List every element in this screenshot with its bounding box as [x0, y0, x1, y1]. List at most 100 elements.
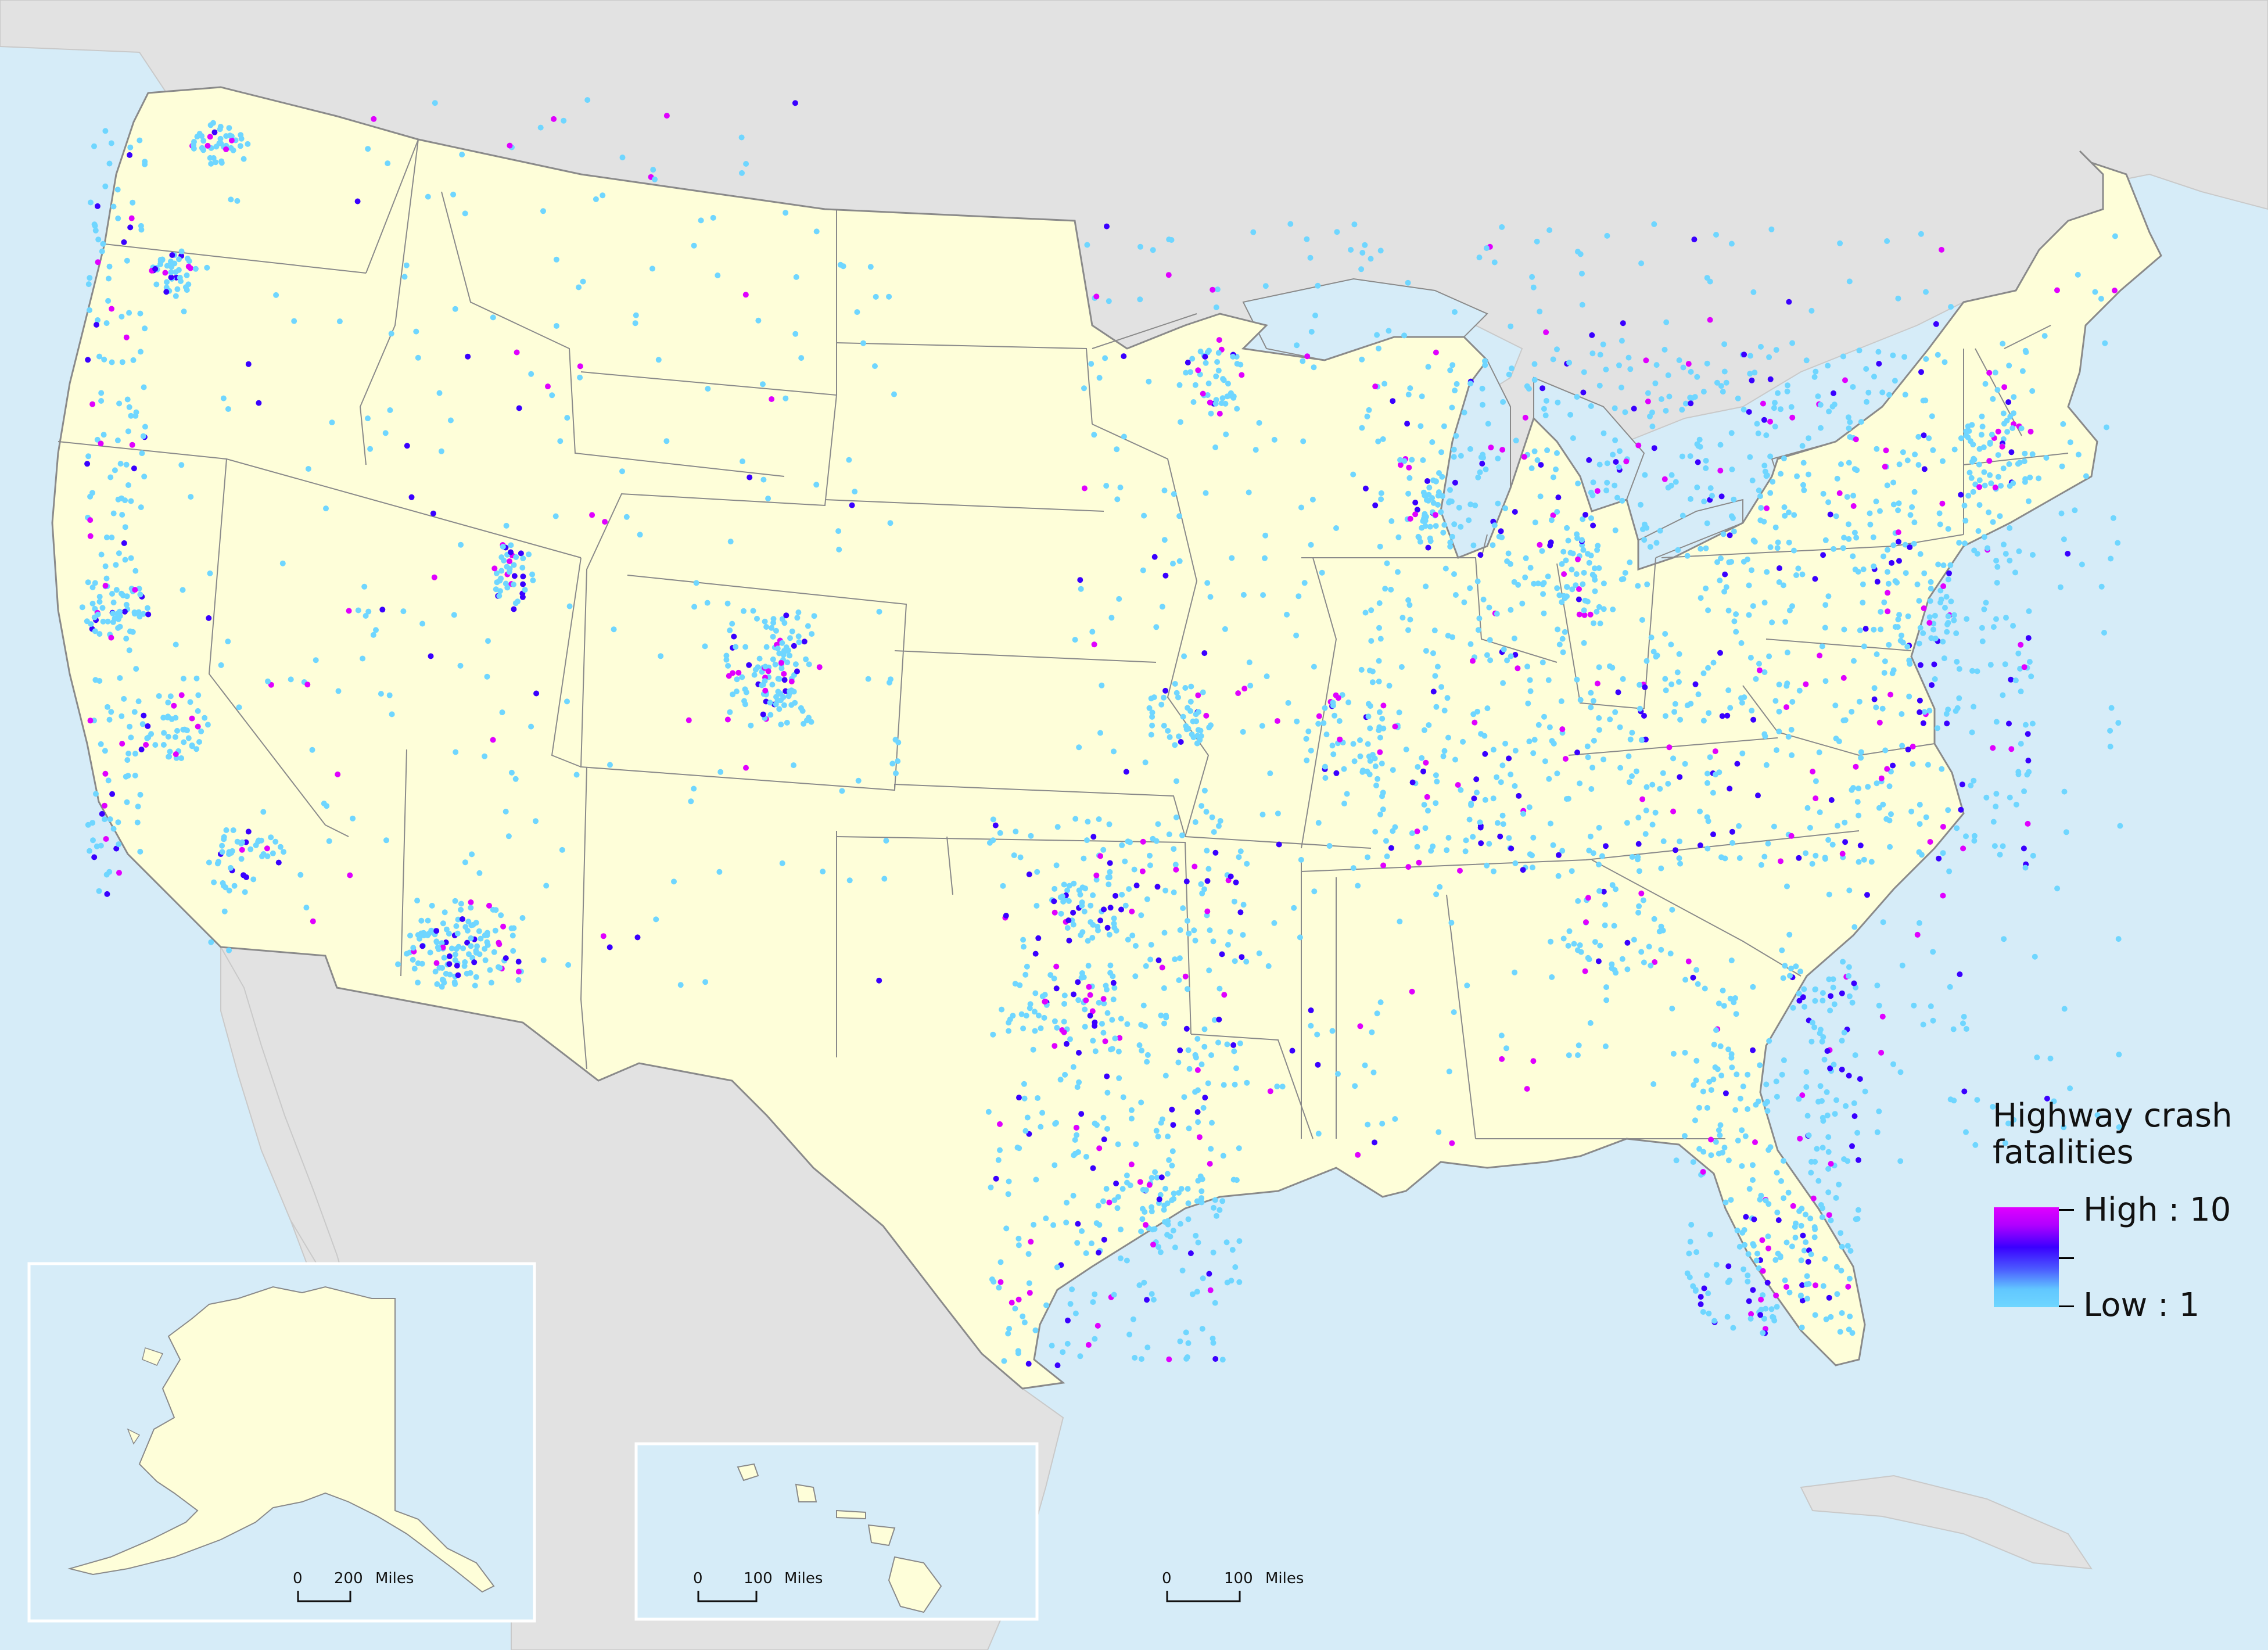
crash-dot [2022, 450, 2028, 457]
crash-dot [1839, 1243, 1845, 1250]
legend-tick-low [2059, 1305, 2074, 1307]
crash-dot [168, 716, 175, 722]
crash-dot [1928, 1003, 1934, 1009]
crash-dot [1976, 477, 1983, 483]
crash-dot [1005, 1191, 1011, 1197]
crash-dot [1574, 535, 1580, 541]
crash-dot [727, 539, 734, 545]
crash-dot [1076, 1050, 1082, 1056]
crash-dot [1906, 693, 1912, 700]
crash-dot [450, 191, 457, 198]
crash-dot [225, 639, 231, 645]
crash-dot [1355, 883, 1361, 889]
crash-dot [1763, 762, 1770, 768]
crash-dot [1178, 739, 1184, 745]
crash-dot [1144, 1059, 1150, 1065]
crash-dot [1341, 801, 1347, 807]
crash-dot [1780, 975, 1786, 981]
crash-dot [1843, 1103, 1849, 1109]
crash-dot [1377, 999, 1384, 1006]
crash-dot [1612, 709, 1619, 715]
crash-dot [1117, 1255, 1124, 1261]
crash-dot [1760, 1330, 1766, 1336]
crash-dot [1588, 704, 1594, 711]
crash-dot [1820, 1205, 1826, 1211]
crash-dot [2104, 424, 2109, 431]
crash-dot [219, 842, 225, 849]
crash-dot [242, 889, 248, 895]
crash-dot [1754, 421, 1760, 427]
crash-dot [725, 663, 731, 669]
crash-dot [1935, 561, 1942, 568]
crash-dot [1149, 1175, 1155, 1181]
crash-dot [988, 1184, 994, 1190]
crash-dot [1703, 465, 1709, 471]
crash-dot [1061, 881, 1067, 888]
crash-dot [715, 272, 721, 278]
crash-dot [1745, 1278, 1751, 1285]
crash-dot [997, 1259, 1004, 1265]
crash-dot [1587, 1020, 1594, 1026]
crash-dot [1388, 845, 1394, 851]
crash-dot [1940, 824, 1946, 830]
crash-dot [484, 673, 490, 680]
crash-dot [1876, 1002, 1882, 1009]
crash-dot [1115, 1194, 1121, 1200]
crash-dot [508, 769, 515, 776]
crash-dot [169, 252, 175, 258]
crash-dot [1259, 723, 1265, 729]
crash-dot [1645, 390, 1651, 396]
crash-dot [1187, 708, 1194, 714]
crash-dot [137, 591, 143, 598]
crash-dot [876, 977, 882, 984]
crash-dot [1851, 1113, 1858, 1120]
crash-dot [1373, 783, 1379, 788]
crash-dot [1945, 620, 1951, 626]
crash-dot [1720, 987, 1726, 993]
crash-dot [552, 513, 559, 519]
crash-dot [1704, 770, 1710, 777]
crash-dot [1961, 503, 1968, 509]
legend-title-line-1: Highway crash [1993, 1097, 2233, 1135]
crash-dot [1748, 1311, 1754, 1317]
crash-dot [1714, 379, 1720, 386]
crash-dot [1576, 1042, 1582, 1049]
crash-dot [1884, 766, 1890, 772]
crash-dot [1963, 432, 1969, 439]
crash-dot [726, 673, 732, 679]
crash-dot [1829, 403, 1836, 410]
crash-dot [1885, 580, 1892, 587]
crash-dot [1881, 599, 1887, 605]
crash-dot [2004, 418, 2010, 424]
crash-dot [1403, 747, 1409, 752]
crash-dot [734, 676, 740, 683]
crash-dot [101, 432, 107, 438]
crash-dot [1962, 518, 1969, 524]
crash-dot [137, 614, 143, 620]
crash-dot [1756, 1265, 1762, 1271]
crash-dot [102, 816, 107, 823]
crash-dot [138, 747, 145, 752]
crash-dot [1790, 1203, 1796, 1209]
crash-dot [114, 437, 121, 443]
crash-dot [1863, 626, 1869, 632]
crash-dot [1053, 985, 1060, 992]
crash-dot [1422, 825, 1429, 831]
crash-dot [1633, 768, 1639, 774]
crash-dot [1120, 1094, 1126, 1100]
crash-dot [806, 661, 812, 668]
crash-dot [1580, 547, 1587, 553]
crash-dot [1806, 471, 1811, 478]
crash-dot [993, 1175, 999, 1182]
crash-dot [1660, 838, 1667, 844]
crash-dot [2101, 630, 2107, 636]
crash-dot [1491, 868, 1497, 874]
crash-dot [335, 688, 342, 694]
crash-dot [788, 679, 795, 684]
crash-dot [485, 638, 491, 644]
crash-dot [1846, 993, 1853, 999]
crash-dot [1747, 655, 1754, 661]
crash-dot [522, 587, 528, 593]
crash-dot [1148, 695, 1154, 702]
crash-dot [1684, 1270, 1691, 1276]
